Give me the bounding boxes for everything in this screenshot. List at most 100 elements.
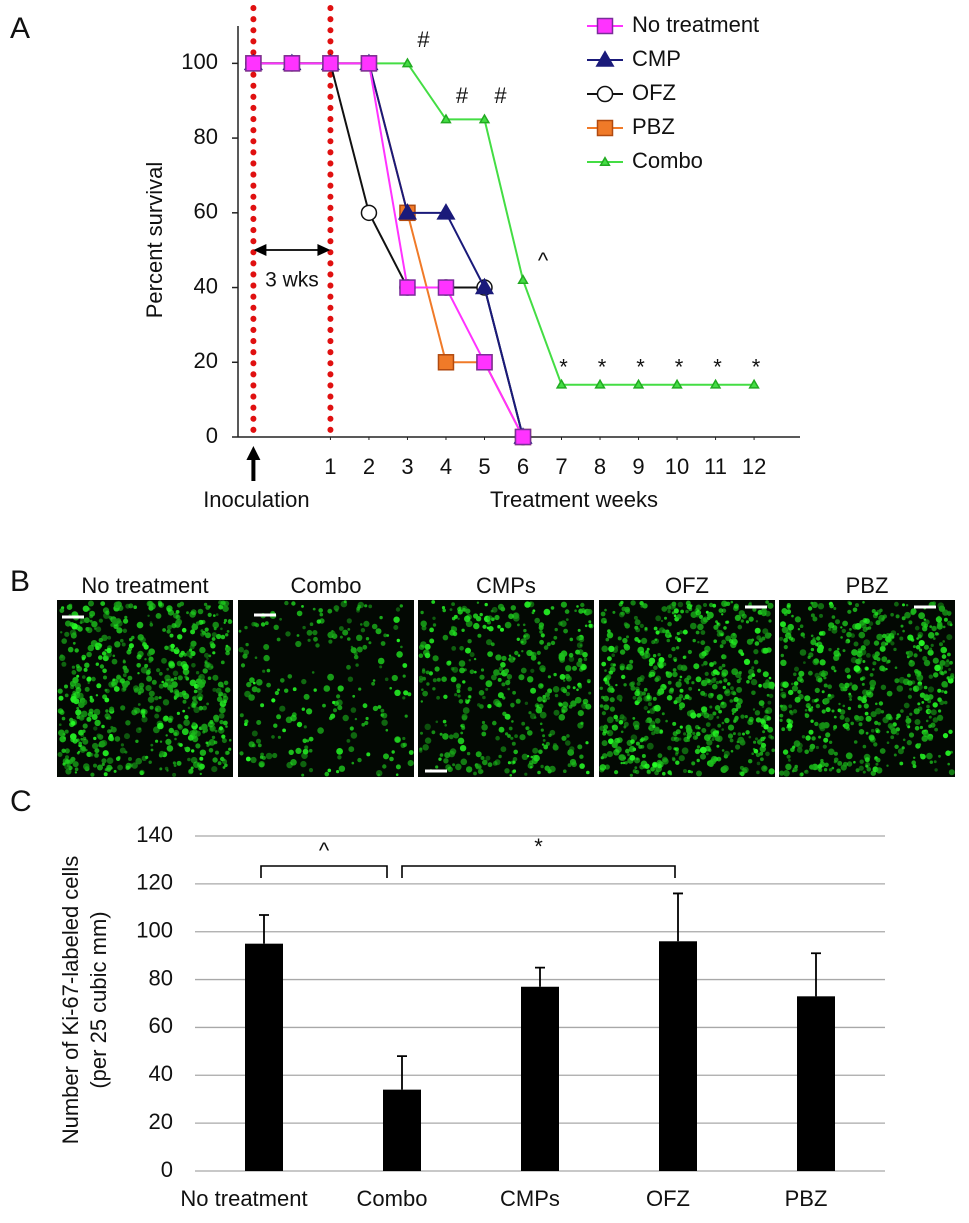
labeled-cell [782,681,789,688]
labeled-cell [843,722,850,730]
labeled-cell [184,746,187,750]
data-point [437,279,455,296]
labeled-cell [107,635,112,640]
labeled-cell [853,760,856,764]
labeled-cell [162,699,170,706]
labeled-cell [168,661,176,669]
panel-letter: A [10,12,30,45]
labeled-cell [748,759,753,764]
labeled-cell [379,665,383,669]
labeled-cell [377,657,385,665]
labeled-cell [350,645,354,649]
labeled-cell [945,750,951,756]
labeled-cell [672,731,678,737]
labeled-cell [879,608,883,613]
labeled-cell [182,663,189,671]
significance-mark: # [456,83,469,108]
labeled-cell [368,641,372,645]
labeled-cell [439,753,444,757]
labeled-cell [649,720,656,727]
labeled-cell [116,620,123,627]
labeled-cell [137,650,144,658]
labeled-cell [619,699,622,702]
labeled-cell [817,646,823,652]
data-point [517,274,529,285]
labeled-cell [442,733,449,740]
labeled-cell [546,642,551,647]
labeled-cell [519,734,526,741]
labeled-cell [313,688,317,692]
labeled-cell [71,670,77,675]
labeled-cell [174,690,180,695]
labeled-cell [514,734,518,738]
significance-mark: * [559,355,568,380]
labeled-cell [645,719,649,723]
y-tick-label: 140 [136,822,173,847]
labeled-cell [306,708,313,715]
labeled-cell [918,640,925,647]
labeled-cell [619,649,626,655]
labeled-cell [712,677,717,681]
labeled-cell [716,735,723,742]
labeled-cell [614,770,619,775]
labeled-cell [735,703,742,709]
labeled-cell [500,746,507,753]
labeled-cell [902,738,906,742]
labeled-cell [699,746,707,754]
labeled-cell [577,710,584,717]
labeled-cell [939,642,943,647]
labeled-cell [218,713,225,719]
labeled-cell [336,694,341,699]
labeled-cell [436,695,440,700]
labeled-cell [833,715,837,719]
labeled-cell [923,659,931,667]
labeled-cell [761,705,765,708]
panel-letter: B [10,565,30,598]
y-tick-label: 80 [194,124,218,149]
labeled-cell [737,732,742,736]
labeled-cell [469,652,475,658]
labeled-cell [606,751,614,758]
labeled-cell [572,665,577,671]
labeled-cell [753,659,759,665]
labeled-cell [713,661,717,665]
labeled-cell [606,729,614,737]
labeled-cell [196,693,204,700]
labeled-cell [838,702,841,706]
labeled-cell [791,685,799,692]
labeled-cell [181,627,187,633]
labeled-cell [741,613,747,619]
labeled-cell [371,681,375,686]
labeled-cell [133,605,137,609]
labeled-cell [495,735,500,741]
labeled-cell [814,687,820,694]
labeled-cell [754,627,761,634]
labeled-cell [422,668,426,672]
labeled-cell [599,704,604,708]
labeled-cell [654,704,661,712]
labeled-cell [924,623,929,628]
labeled-cell [606,632,614,639]
labeled-cell [173,697,177,700]
labeled-cell [182,699,187,704]
labeled-cell [202,705,208,711]
labeled-cell [456,686,461,691]
labeled-cell [584,624,588,628]
labeled-cell [816,641,823,648]
labeled-cell [342,629,349,636]
labeled-cell [582,651,588,658]
comparison-bracket [401,865,676,878]
labeled-cell [191,663,196,668]
labeled-cell [755,717,762,723]
labeled-cell [301,773,305,777]
labeled-cell [442,719,447,724]
y-axis-label: Number of Ki-67-labeled cells [58,856,83,1145]
labeled-cell [767,700,772,705]
labeled-cell [654,638,658,641]
labeled-cell [173,732,178,736]
labeled-cell [900,709,904,713]
labeled-cell [322,703,326,708]
labeled-cell [87,681,90,685]
labeled-cell [635,627,641,633]
labeled-cell [896,732,899,736]
